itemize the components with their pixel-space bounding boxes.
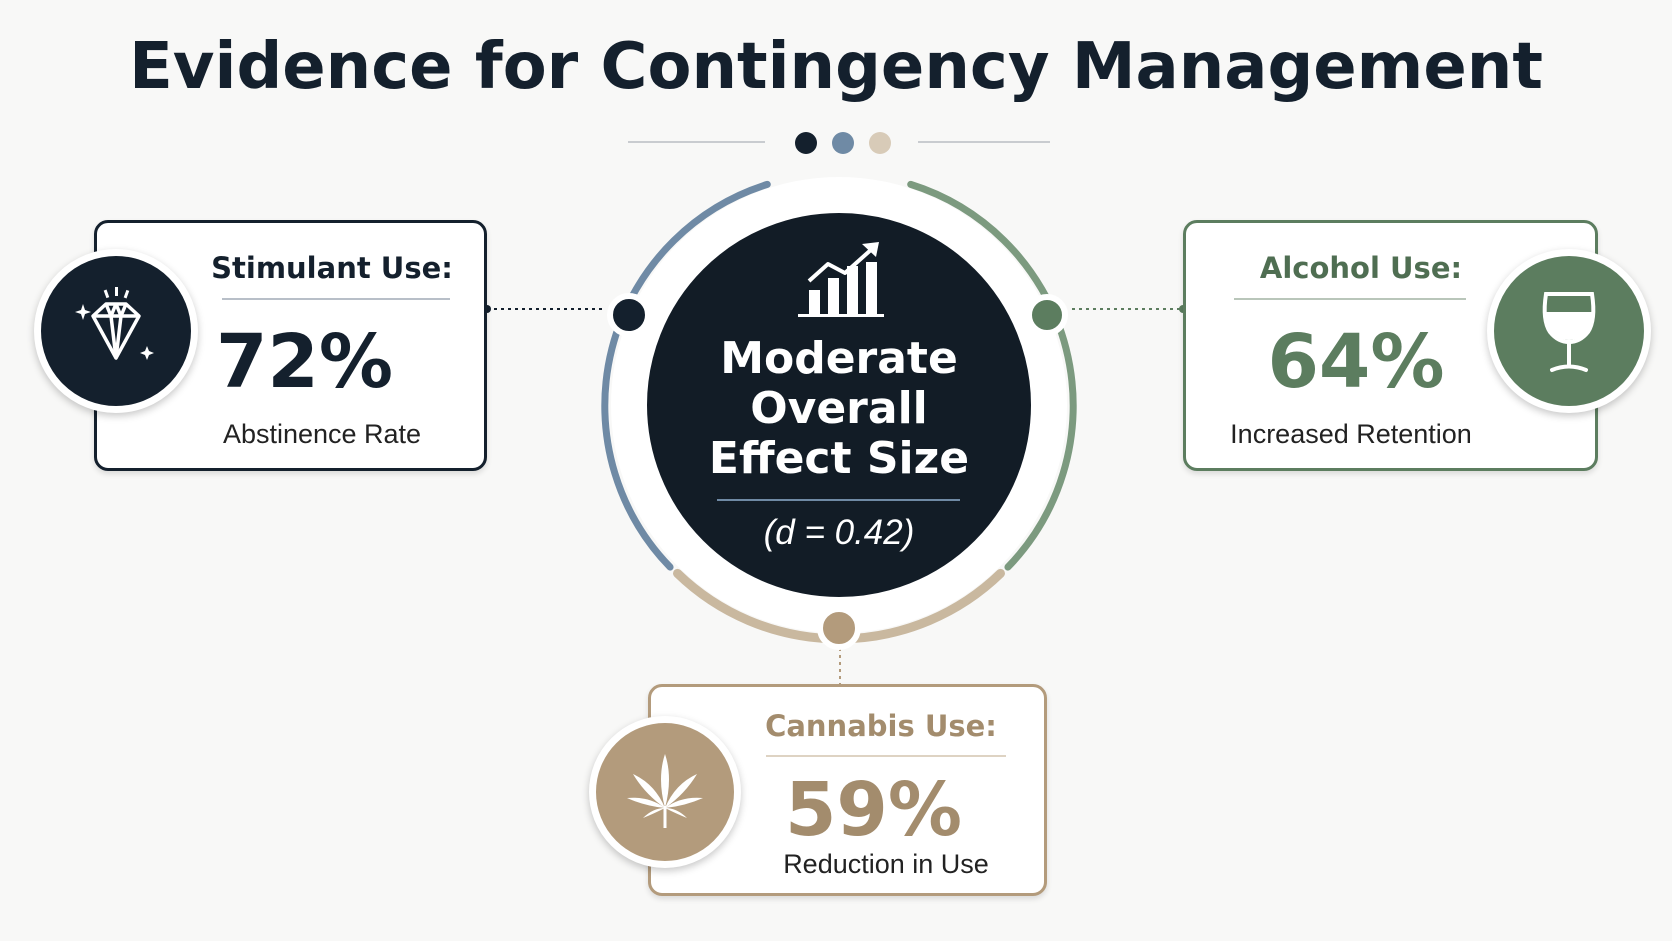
headline-line-3: Effect Size [708,433,970,484]
divider-dot-navy [795,132,817,154]
divider-dot-blue [832,132,854,154]
card-stimulant-label: Stimulant Use: [211,251,453,285]
ring-arc-green [907,180,1077,571]
diamond-icon [75,287,154,360]
cannabis-leaf-icon [627,754,703,828]
headline-line-1: Moderate [720,333,958,384]
center-headline: Moderate Overall Effect Size [689,334,989,484]
effect-size-stat: (d = 0.42) [763,513,915,552]
divider-dot-tan [869,132,891,154]
card-cannabis-value: 59% [784,767,963,853]
badge-stimulant [34,249,198,413]
card-cannabis-label: Cannabis Use: [765,709,997,743]
ring-arc-blue [601,180,771,571]
headline-line-2: Overall [750,383,928,434]
badge-cannabis [589,716,741,868]
center-circle [641,207,1037,603]
ring-node-bottom [817,606,861,650]
bar-chart-rising-icon [798,242,884,317]
wine-glass-icon [1542,292,1596,372]
page-title: Evidence for Contingency Management [129,30,1543,104]
card-alcohol-description: Increased Retention [1230,419,1472,449]
badge-alcohol [1487,249,1651,413]
card-cannabis-description: Reduction in Use [783,849,989,879]
ring-node-left [607,293,651,337]
card-alcohol-label: Alcohol Use: [1259,251,1463,285]
ring-node-right [1026,294,1068,336]
card-stimulant-description: Abstinence Rate [222,419,422,449]
card-stimulant-value: 72% [215,319,394,405]
card-alcohol-value: 64% [1267,319,1445,405]
